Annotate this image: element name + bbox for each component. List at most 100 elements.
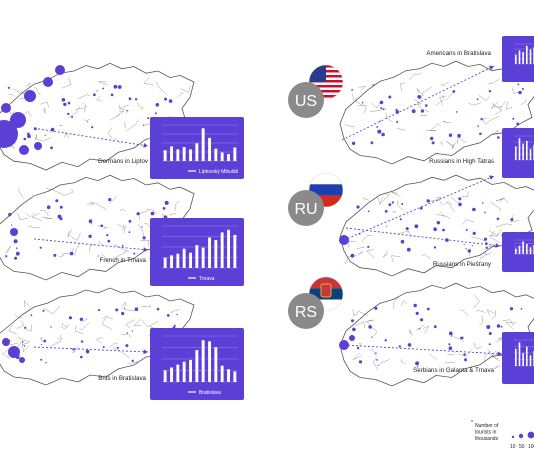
tourist-dot bbox=[106, 234, 109, 237]
chart-bar bbox=[170, 255, 173, 268]
chart-bar bbox=[201, 128, 205, 161]
connector-line bbox=[33, 346, 149, 353]
chart-bar bbox=[227, 369, 230, 382]
map-panel-left-0: Liptovský Mikuláš bbox=[0, 62, 244, 179]
tourist-dot bbox=[448, 343, 451, 346]
chart-bar bbox=[529, 149, 532, 160]
tourist-dot bbox=[11, 224, 13, 226]
country-outline bbox=[339, 282, 534, 387]
tourist-dot bbox=[488, 343, 491, 346]
tourist-dot bbox=[131, 330, 134, 332]
chart-bar bbox=[529, 49, 532, 64]
chart-bar bbox=[208, 137, 211, 161]
tourist-dot bbox=[67, 112, 70, 116]
chart-group-right bbox=[502, 128, 534, 178]
tourist-dot bbox=[460, 336, 463, 340]
district-borders bbox=[2, 300, 188, 366]
tourist-dot bbox=[79, 317, 84, 321]
tourist-dot bbox=[63, 102, 67, 107]
tourist-dot bbox=[126, 332, 129, 334]
tourist-dot bbox=[375, 352, 377, 354]
chart-bar bbox=[526, 140, 528, 160]
map-panel-right-2 bbox=[339, 282, 534, 387]
tourist-dot bbox=[69, 251, 74, 256]
country-code-label: US bbox=[295, 93, 317, 110]
chart-bar bbox=[176, 364, 180, 382]
tourist-dot bbox=[15, 251, 20, 256]
chart-bar bbox=[220, 365, 224, 382]
panel-caption: Serbians in Galanta & Trnava bbox=[413, 367, 494, 374]
tourist-dot bbox=[436, 221, 440, 225]
tourist-dot bbox=[117, 85, 122, 89]
map-panel-left-2: Bratislava bbox=[0, 287, 244, 400]
chart-bar bbox=[170, 367, 173, 382]
us-flag-icon: US bbox=[288, 64, 344, 118]
tourist-dot bbox=[164, 200, 169, 205]
legend-size-dot bbox=[511, 435, 515, 439]
connector-arrow bbox=[143, 349, 148, 355]
tourist-dot bbox=[488, 332, 492, 335]
tourist-dot bbox=[147, 117, 150, 120]
tourist-dot bbox=[5, 255, 8, 258]
tourist-dot bbox=[497, 136, 500, 139]
chart-bar bbox=[233, 147, 237, 161]
panel-caption: French in Trnava bbox=[100, 257, 147, 264]
connector-line bbox=[33, 238, 149, 251]
tourist-bubble bbox=[19, 357, 25, 363]
tourist-dot bbox=[452, 90, 456, 93]
connector-arrow bbox=[143, 142, 148, 148]
chart-bar bbox=[195, 350, 199, 382]
tourist-dot bbox=[53, 253, 57, 257]
legend-size-label: 100 bbox=[528, 444, 534, 450]
tourist-dot bbox=[88, 219, 93, 223]
connector-line bbox=[341, 65, 495, 141]
tourist-dot bbox=[433, 325, 437, 329]
tourist-dot bbox=[372, 84, 375, 87]
tourist-dot bbox=[108, 198, 112, 202]
tourist-dot bbox=[141, 226, 143, 228]
connector-arrow bbox=[497, 351, 502, 357]
tourist-dot bbox=[420, 109, 424, 113]
russia-flag-icon: RU bbox=[288, 172, 344, 226]
tourist-dot bbox=[442, 228, 445, 232]
tourist-dot bbox=[156, 307, 160, 311]
chart-bar bbox=[529, 247, 532, 254]
tourist-dot bbox=[59, 205, 63, 209]
chart-group-right bbox=[502, 36, 534, 82]
chart-group-right bbox=[502, 232, 534, 272]
tourist-dot bbox=[356, 347, 360, 350]
tourist-dot bbox=[351, 319, 354, 323]
tourist-dot bbox=[516, 122, 520, 126]
tourist-dot bbox=[61, 98, 66, 102]
country-code-label: RS bbox=[295, 304, 317, 321]
tourist-dot bbox=[419, 328, 421, 330]
tourist-dot bbox=[376, 359, 378, 361]
tourist-dot bbox=[472, 231, 476, 235]
tourist-dot bbox=[107, 239, 111, 243]
tourist-dot bbox=[430, 136, 434, 141]
tourist-dot bbox=[361, 101, 364, 104]
tourist-dot bbox=[391, 201, 394, 204]
legend-title-line: Number of bbox=[475, 423, 499, 429]
tourist-dot bbox=[464, 358, 467, 362]
tourist-dot bbox=[371, 336, 373, 338]
tourist-dot bbox=[484, 211, 486, 214]
serbia-flag-icon: RS bbox=[288, 276, 344, 329]
chart-bar bbox=[233, 371, 237, 382]
connector-line bbox=[345, 227, 501, 247]
tourist-dot bbox=[476, 98, 479, 101]
tourist-dot bbox=[173, 324, 176, 327]
tourist-dot bbox=[102, 346, 105, 349]
chart-bar bbox=[227, 229, 230, 268]
tourist-dot bbox=[405, 227, 409, 231]
tourist-dot bbox=[131, 359, 134, 362]
chart-bar bbox=[526, 244, 528, 254]
tourist-dot bbox=[45, 362, 47, 364]
tourist-dot bbox=[457, 133, 461, 138]
tourist-dot bbox=[379, 100, 384, 105]
tourist-dot bbox=[376, 126, 379, 128]
tourist-dot bbox=[27, 132, 30, 136]
chart-bar bbox=[195, 245, 199, 268]
chart-bar bbox=[163, 370, 167, 382]
